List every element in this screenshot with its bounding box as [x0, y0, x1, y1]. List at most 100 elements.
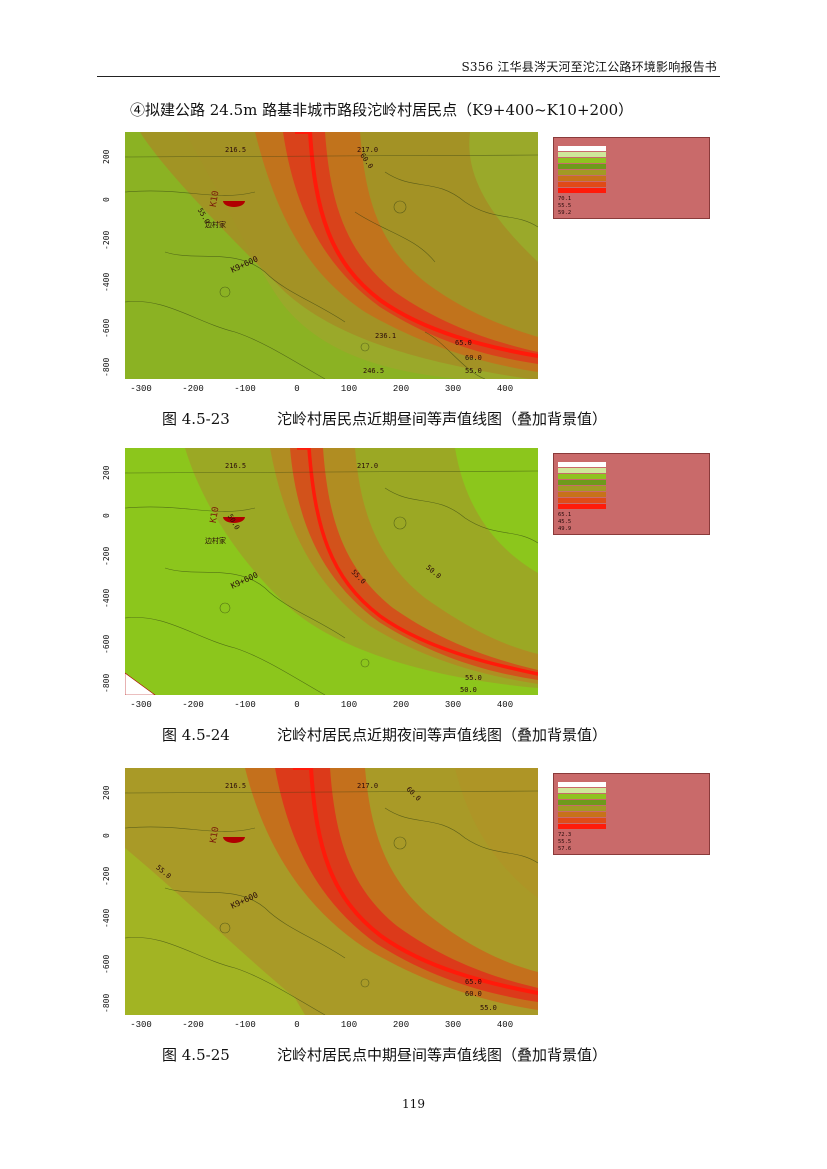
- y-axis-labels: 200 0 -200 -400 -600 -800: [98, 448, 124, 695]
- y-tick: -800: [102, 357, 111, 377]
- map-label-elevation: 217.0: [357, 462, 379, 470]
- legend-max-value: 72.3: [558, 832, 572, 838]
- legend-swatch: [558, 486, 606, 491]
- x-tick: 300: [444, 1020, 462, 1030]
- legend-swatch: [558, 788, 606, 793]
- map-label-elevation: 246.5: [363, 367, 385, 375]
- x-tick: -100: [234, 384, 256, 394]
- map-label-elevation: 216.5: [225, 146, 247, 154]
- x-tick: -300: [130, 384, 152, 394]
- legend-swatch: [558, 806, 606, 811]
- x-tick: -200: [182, 700, 204, 710]
- x-tick: -300: [130, 1020, 152, 1030]
- y-tick: -400: [102, 588, 111, 608]
- legend-swatch: [558, 812, 606, 817]
- x-tick: -200: [182, 1020, 204, 1030]
- y-tick: -800: [102, 993, 111, 1013]
- x-tick: 200: [392, 384, 410, 394]
- legend-swatch: [558, 182, 606, 187]
- y-tick: 200: [102, 465, 111, 480]
- x-tick: -100: [234, 700, 256, 710]
- legend-swatch: [558, 176, 606, 181]
- y-tick: -600: [102, 318, 111, 338]
- legend-swatch: [558, 800, 606, 805]
- x-axis-labels: -300 -200 -100 0 100 200 300 400: [125, 1020, 538, 1034]
- y-tick: -200: [102, 866, 111, 886]
- legend-swatch: [558, 492, 606, 497]
- x-tick: 200: [392, 700, 410, 710]
- y-tick: -200: [102, 230, 111, 250]
- contour-label: 65.0: [465, 978, 482, 986]
- page-header-title: S356 江华县涔天河至沱江公路环境影响报告书: [461, 60, 717, 74]
- legend-swatch: [558, 498, 606, 503]
- x-tick: -100: [234, 1020, 256, 1030]
- figure-caption: 图 4.5-23 沱岭村居民点近期昼间等声值线图（叠加背景值）: [162, 408, 607, 429]
- y-tick: 0: [102, 833, 111, 838]
- map-label-village: 边村家: [205, 221, 226, 229]
- contour-label: 60.0: [465, 354, 482, 362]
- legend-swatch: [558, 474, 606, 479]
- contour-label: 60.0: [465, 990, 482, 998]
- legend-swatch: [558, 824, 606, 829]
- contour-label: 55.0: [480, 1004, 497, 1012]
- map-label-elevation: 216.5: [225, 782, 247, 790]
- legend-min-value: 45.5: [558, 519, 572, 525]
- legend-swatch: [558, 480, 606, 485]
- legend-swatch: [558, 504, 606, 509]
- x-tick: 200: [392, 1020, 410, 1030]
- legend-swatch: [558, 146, 606, 151]
- legend-avg-value: 57.6: [558, 846, 572, 852]
- figure-caption: 图 4.5-24 沱岭村居民点近期夜间等声值线图（叠加背景值）: [162, 724, 607, 745]
- x-tick: 100: [340, 700, 358, 710]
- header-rule: [97, 76, 720, 77]
- map-label-elevation: 236.1: [375, 332, 397, 340]
- x-tick: -300: [130, 700, 152, 710]
- y-tick: -200: [102, 546, 111, 566]
- legend-swatch: [558, 794, 606, 799]
- legend-swatch: [558, 462, 606, 467]
- figure-1: 200 0 -200 -400 -600 -800 K9+600 边村家: [98, 132, 710, 432]
- legend-min-value: 55.5: [558, 839, 572, 845]
- y-tick: -400: [102, 272, 111, 292]
- y-axis-labels: 200 0 -200 -400 -600 -800: [98, 768, 124, 1015]
- x-tick: 100: [340, 1020, 358, 1030]
- legend-swatch: [558, 170, 606, 175]
- figure-caption-text: 沱岭村居民点近期昼间等声值线图（叠加背景值）: [277, 410, 608, 428]
- map-label-village: 边村家: [205, 537, 226, 545]
- contour-label: 65.0: [455, 339, 472, 347]
- legend-swatch: [558, 188, 606, 193]
- y-tick: -600: [102, 634, 111, 654]
- y-tick: 200: [102, 785, 111, 800]
- y-tick: 200: [102, 149, 111, 164]
- legend-swatch: [558, 164, 606, 169]
- x-tick: 0: [294, 700, 300, 710]
- x-tick: 400: [496, 384, 514, 394]
- legend-swatch: [558, 158, 606, 163]
- figure-number: 图 4.5-25: [162, 1046, 230, 1064]
- figure-2: 200 0 -200 -400 -600 -800 K9+600 边村家 216…: [98, 448, 710, 748]
- x-tick: 300: [444, 384, 462, 394]
- x-tick: 0: [294, 384, 300, 394]
- map-legend: 72.3 55.5 57.6: [553, 773, 710, 855]
- x-tick: 100: [340, 384, 358, 394]
- contour-label: 50.0: [460, 686, 477, 694]
- page-number: 119: [402, 1097, 425, 1111]
- legend-avg-value: 59.2: [558, 210, 572, 216]
- figure-caption-text: 沱岭村居民点中期昼间等声值线图（叠加背景值）: [277, 1046, 608, 1064]
- x-tick: -200: [182, 384, 204, 394]
- map-label-elevation: 216.5: [225, 462, 247, 470]
- y-axis-labels: 200 0 -200 -400 -600 -800: [98, 132, 124, 379]
- y-tick: -800: [102, 673, 111, 693]
- legend-max-value: 70.1: [558, 196, 572, 202]
- y-tick: -400: [102, 908, 111, 928]
- figure-caption: 图 4.5-25 沱岭村居民点中期昼间等声值线图（叠加背景值）: [162, 1044, 607, 1065]
- legend-max-value: 65.1: [558, 512, 572, 518]
- legend-avg-value: 49.9: [558, 526, 572, 532]
- figure-caption-text: 沱岭村居民点近期夜间等声值线图（叠加背景值）: [277, 726, 608, 744]
- legend-min-value: 55.5: [558, 203, 572, 209]
- x-axis-labels: -300 -200 -100 0 100 200 300 400: [125, 700, 538, 714]
- noise-contour-map: K9+600 边村家 216.5 217.0 K10 50.0 55.0 50.…: [125, 448, 538, 695]
- figure-3: 200 0 -200 -400 -600 -800 K9+600 216.5 2…: [98, 768, 710, 1068]
- legend-swatch: [558, 468, 606, 473]
- section-title: ④拟建公路 24.5m 路基非城市路段沱岭村居民点（K9+400~K10+200…: [130, 101, 634, 119]
